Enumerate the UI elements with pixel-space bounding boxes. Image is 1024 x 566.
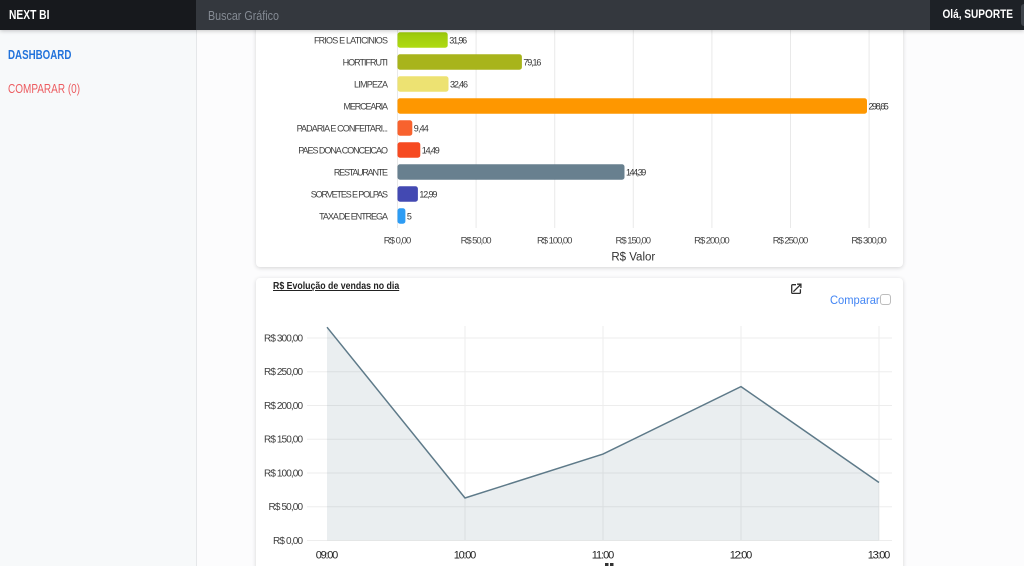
svg-text:R$ Valor: R$ Valor bbox=[611, 252, 655, 264]
svg-text:31,96: 31,96 bbox=[449, 35, 467, 45]
svg-text:PADARIA E CONFEITARI...: PADARIA E CONFEITARI... bbox=[297, 123, 388, 133]
svg-text:R$ 300,00: R$ 300,00 bbox=[851, 235, 887, 246]
svg-text:R$ 100,00: R$ 100,00 bbox=[264, 468, 303, 479]
svg-text:R$ 150,00: R$ 150,00 bbox=[616, 235, 652, 246]
svg-text:LIMPEZA: LIMPEZA bbox=[354, 79, 388, 89]
svg-text:R$ 300,00: R$ 300,00 bbox=[264, 333, 303, 344]
svg-text:144,39: 144,39 bbox=[626, 167, 646, 177]
svg-text:12:00: 12:00 bbox=[730, 549, 753, 561]
svg-text:HORTIFRUTI: HORTIFRUTI bbox=[343, 57, 388, 67]
svg-text:11:00: 11:00 bbox=[592, 549, 615, 561]
svg-text:R$ 100,00: R$ 100,00 bbox=[537, 235, 573, 246]
svg-text:FRIOS E LATICINIOS: FRIOS E LATICINIOS bbox=[314, 35, 388, 45]
svg-text:32,46: 32,46 bbox=[450, 79, 468, 89]
svg-text:9,44: 9,44 bbox=[414, 123, 429, 133]
svg-text:R$ 50,00: R$ 50,00 bbox=[461, 235, 492, 246]
svg-text:R$ 150,00: R$ 150,00 bbox=[264, 435, 303, 446]
svg-text:R$ 50,00: R$ 50,00 bbox=[269, 502, 304, 513]
svg-text:TAXA DE ENTREGA: TAXA DE ENTREGA bbox=[319, 211, 388, 221]
svg-text:09:00: 09:00 bbox=[316, 549, 339, 561]
svg-text:PAES DONA CONCEICAO: PAES DONA CONCEICAO bbox=[298, 145, 388, 155]
svg-text:R$ 250,00: R$ 250,00 bbox=[264, 367, 303, 378]
svg-text:RESTAURANTE: RESTAURANTE bbox=[334, 167, 388, 177]
svg-text:SORVETES E POLPAS: SORVETES E POLPAS bbox=[311, 189, 388, 199]
svg-text:298,65: 298,65 bbox=[869, 101, 889, 111]
svg-text:R$ 0,00: R$ 0,00 bbox=[273, 536, 303, 547]
svg-text:10:00: 10:00 bbox=[454, 549, 477, 561]
svg-text:5: 5 bbox=[407, 211, 412, 221]
svg-text:R$ 200,00: R$ 200,00 bbox=[264, 401, 303, 412]
svg-text:MERCEARIA: MERCEARIA bbox=[344, 101, 389, 111]
svg-text:R$ 200,00: R$ 200,00 bbox=[694, 235, 730, 246]
svg-text:12,99: 12,99 bbox=[419, 189, 437, 199]
svg-text:79,16: 79,16 bbox=[523, 57, 541, 67]
svg-text:R$ 0,00: R$ 0,00 bbox=[384, 235, 412, 246]
svg-text:R$ 250,00: R$ 250,00 bbox=[773, 235, 809, 246]
svg-text:13:00: 13:00 bbox=[868, 549, 891, 561]
svg-text:14,49: 14,49 bbox=[422, 145, 440, 155]
